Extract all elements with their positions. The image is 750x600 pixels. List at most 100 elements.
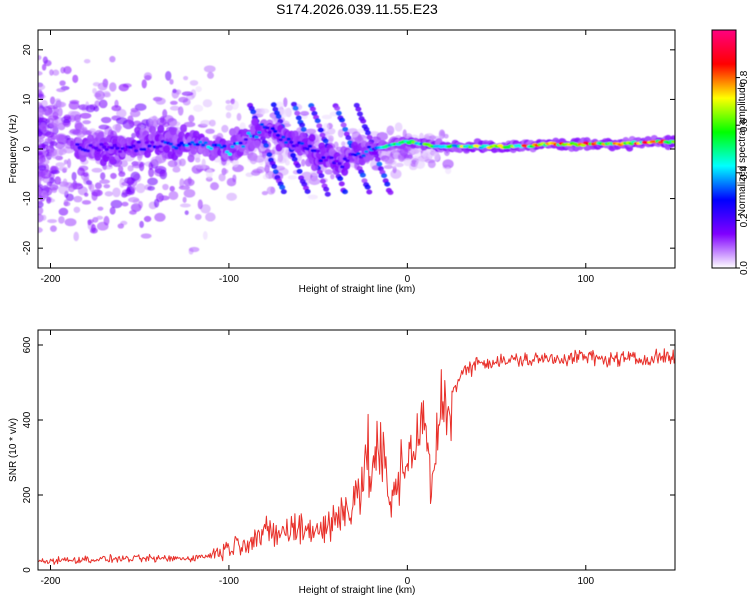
spectrogram-streak-blob [291, 101, 298, 107]
snr-series-group [38, 348, 675, 565]
spectrogram-noise-blob [384, 156, 395, 164]
spectrogram-streak-blob [311, 110, 318, 116]
spectrogram-noise-blob [71, 171, 77, 181]
spectrogram-noise-blob [442, 159, 454, 169]
spectrogram-noise-blob [83, 172, 89, 178]
spectrogram-ridge-core [259, 122, 265, 127]
spectrogram-noise-blob [58, 184, 70, 195]
spectrogram-ridge-core [147, 144, 152, 148]
spectrogram-noise-blob [195, 86, 202, 93]
spectrogram-y-axis: -20 -10 0 10 20 [22, 44, 675, 255]
spectrogram-noise-blob [96, 189, 101, 196]
spectrogram-noise-blob [262, 174, 269, 180]
spectrogram-noise-blob [230, 98, 235, 105]
spectrogram-noise-blob [94, 182, 102, 190]
spectrogram-ridge-core [294, 143, 299, 147]
spectrogram-streak-blob [263, 142, 270, 148]
spectrogram-noise-blob [194, 213, 202, 221]
spectrogram-noise-blob [127, 197, 140, 203]
spectrogram-streak-blob [374, 156, 381, 162]
spectrogram-streak-blob [366, 134, 373, 140]
spectrogram-noise-blob [160, 170, 166, 177]
spectrogram-ridge-core [227, 152, 233, 156]
spectrogram-noise-blob [393, 152, 400, 159]
colorbar-frame [711, 29, 737, 269]
snr-panel: -200 -100 0 100 0 200 400 600 Height of straig… [8, 329, 676, 596]
spectrogram-ridge-core [109, 146, 115, 150]
spectrogram-noise-blob [154, 212, 166, 222]
spectrogram-ridge-core [283, 140, 289, 145]
spectrogram-streak-blob [341, 189, 348, 195]
snr-y-tick-label: 200 [22, 486, 33, 503]
spectrogram-streak-blob [275, 113, 282, 119]
spectrogram-noise-blob [221, 124, 229, 133]
spectrogram-noise-blob [179, 158, 186, 167]
spectrogram-noise-blob [181, 91, 194, 96]
spectrogram-noise-blob [402, 129, 407, 139]
spectrogram-streak-blob [364, 184, 371, 190]
spectrogram-noise-blob [46, 181, 53, 187]
spectrogram-noise-blob [38, 71, 43, 76]
spectrogram-noise-blob [130, 185, 136, 192]
spectrogram-noise-blob [123, 177, 136, 184]
spectrogram-noise-blob [117, 223, 125, 229]
snr-y-tick-label: 400 [22, 411, 33, 428]
spectrogram-ridge-halo [157, 125, 165, 134]
spectrogram-noise-blob [383, 164, 394, 170]
spectrogram-noise-blob [197, 199, 203, 210]
spectrogram-ridge-core [321, 155, 326, 160]
colorbar-label: Normalized spectral amplitude [737, 81, 748, 216]
spectrogram-ridge-core [305, 147, 310, 151]
spectrogram-noise-blob [63, 66, 72, 75]
spectrogram-noise-blob [103, 184, 111, 189]
spectrogram-noise-blob [225, 112, 232, 119]
snr-y-tick-label: 600 [22, 336, 33, 353]
spectrogram-noise-blob [399, 147, 409, 157]
spectrogram-streak-blob [250, 109, 257, 115]
spectrogram-streak-blob [342, 126, 349, 132]
spectrogram-noise-blob [201, 158, 206, 168]
spectrogram-noise-blob [62, 178, 68, 187]
spectrogram-noise-blob [120, 159, 128, 168]
spectrogram-noise-blob [100, 116, 112, 124]
spectrogram-noise-blob [77, 167, 85, 176]
spectrogram-streak-blob [359, 172, 366, 178]
spectrogram-ridge-core [101, 145, 107, 149]
spectrogram-noise-blob [202, 99, 213, 108]
spectrogram-noise-blob [57, 166, 68, 171]
spectrogram-noise-blob [50, 169, 60, 175]
spectrogram-marks [38, 55, 675, 255]
spectrogram-ridge-core [112, 143, 117, 148]
spectrogram-noise-blob [183, 121, 196, 128]
spectrogram-ridge-core [198, 140, 203, 144]
spectrogram-streak-blob [295, 115, 302, 121]
spectrogram-noise-blob [87, 219, 94, 224]
spectrogram-streak-blob [291, 156, 298, 162]
spectrogram-streak-blob [319, 178, 326, 184]
spectrogram-noise-blob [324, 169, 333, 175]
spectrogram-noise-blob [203, 65, 216, 73]
spectrogram-ridge-core [337, 161, 342, 166]
spectrogram-noise-blob [188, 114, 195, 123]
spectrogram-noise-blob [67, 158, 72, 169]
spectrogram-noise-blob [305, 128, 317, 134]
spectrogram-noise-blob [209, 119, 216, 127]
spectrogram-noise-blob [183, 188, 196, 198]
spectrogram-ridge-core [267, 130, 273, 134]
spectrogram-noise-blob [252, 168, 263, 174]
colorbar-tick-label: 0.2 [739, 213, 750, 227]
spectrogram-noise-blob [300, 110, 310, 116]
spectrogram-noise-blob [49, 96, 56, 105]
spectrogram-ridge-halo [86, 134, 94, 143]
spectrogram-noise-blob [54, 176, 62, 185]
spectrogram-ridge-core [270, 127, 275, 131]
spectrogram-noise-blob [129, 210, 137, 215]
spectrogram-noise-blob [167, 160, 178, 168]
spectrogram-streak-blob [292, 105, 299, 111]
spectrogram-x-axis: -200 -100 0 100 [40, 30, 595, 285]
spectrogram-noise-blob [415, 159, 426, 169]
spectrogram-streak-blob [318, 173, 325, 179]
spectrogram-noise-blob [97, 82, 108, 91]
spectrogram-ridge-halo [192, 130, 200, 139]
spectrogram-noise-blob [63, 114, 71, 121]
